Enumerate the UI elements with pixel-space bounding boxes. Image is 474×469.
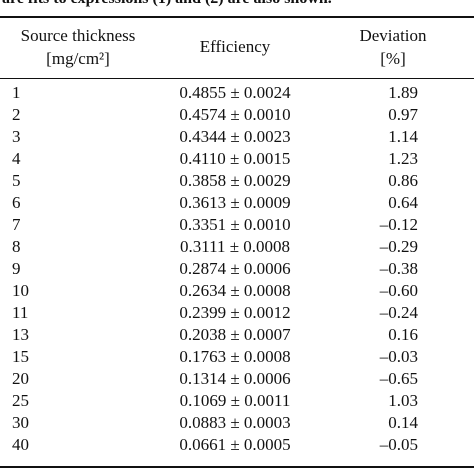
efficiency-cell: 0.4110 ± 0.0015 [179, 149, 291, 168]
efficiency-cell: 0.3613 ± 0.0009 [179, 193, 291, 212]
header-cell: Efficiency [199, 37, 271, 56]
efficiency-cell: 0.1069 ± 0.0011 [179, 391, 291, 410]
deviation-cell: –0.60 [379, 281, 418, 300]
efficiency-cell: 0.3858 ± 0.0029 [179, 171, 291, 190]
deviation-cell: 1.03 [388, 391, 418, 410]
efficiency-cell: 0.4344 ± 0.0023 [179, 127, 291, 146]
deviation-cell: –0.65 [379, 369, 418, 388]
thickness-cell: 6 [12, 193, 21, 212]
efficiency-cell: 0.2399 ± 0.0012 [179, 303, 291, 322]
thickness-cell: 2 [12, 105, 21, 124]
efficiency-cell: 0.2874 ± 0.0006 [179, 259, 291, 278]
efficiency-cell: 0.0661 ± 0.0005 [179, 435, 291, 454]
deviation-cell: 1.14 [388, 127, 418, 146]
deviation-cell: –0.12 [379, 215, 418, 234]
thickness-cell: 40 [12, 435, 29, 454]
efficiency-cell: 0.3351 ± 0.0010 [179, 215, 291, 234]
deviation-cell: –0.29 [379, 237, 418, 256]
top-rule [0, 16, 474, 18]
caption: are fits to expressions (1) and (2) are … [2, 0, 332, 8]
deviation-cell: 0.16 [388, 325, 418, 344]
deviation-cell: 1.89 [388, 83, 418, 102]
deviation-cell: –0.38 [379, 259, 418, 278]
efficiency-cell: 0.2634 ± 0.0008 [179, 281, 291, 300]
header-rule [0, 78, 474, 79]
deviation-cell: 0.97 [388, 105, 418, 124]
deviation-cell: 0.86 [388, 171, 418, 190]
thickness-cell: 9 [12, 259, 21, 278]
deviation-cell: –0.05 [379, 435, 418, 454]
bottom-rule [0, 466, 474, 468]
thickness-cell: 13 [12, 325, 29, 344]
efficiency-cell: 0.3111 ± 0.0008 [179, 237, 291, 256]
efficiency-cell: 0.0883 ± 0.0003 [179, 413, 291, 432]
efficiency-cell: 0.1763 ± 0.0008 [179, 347, 291, 366]
thickness-cell: 1 [12, 83, 21, 102]
efficiency-cell: 0.1314 ± 0.0006 [179, 369, 291, 388]
header-cell: [mg/cm²] [46, 49, 110, 68]
efficiency-cell: 0.4855 ± 0.0024 [179, 83, 291, 102]
deviation-cell: –0.24 [379, 303, 418, 322]
thickness-cell: 11 [12, 303, 29, 322]
efficiency-cell: 0.4574 ± 0.0010 [179, 105, 291, 124]
thickness-cell: 5 [12, 171, 21, 190]
deviation-cell: 1.23 [388, 149, 418, 168]
thickness-cell: 15 [12, 347, 29, 366]
thickness-cell: 8 [12, 237, 21, 256]
thickness-cell: 20 [12, 369, 29, 388]
header-cell: Source thickness [20, 26, 136, 45]
deviation-cell: –0.03 [379, 347, 418, 366]
thickness-cell: 30 [12, 413, 29, 432]
deviation-cell: 0.64 [388, 193, 418, 212]
deviation-cell: 0.14 [388, 413, 418, 432]
thickness-cell: 25 [12, 391, 29, 410]
thickness-cell: 10 [12, 281, 29, 300]
header-cell: [%] [380, 49, 406, 68]
efficiency-cell: 0.2038 ± 0.0007 [179, 325, 291, 344]
thickness-cell: 3 [12, 127, 21, 146]
thickness-cell: 7 [12, 215, 21, 234]
thickness-cell: 4 [12, 149, 21, 168]
header-cell: Deviation [359, 26, 427, 45]
